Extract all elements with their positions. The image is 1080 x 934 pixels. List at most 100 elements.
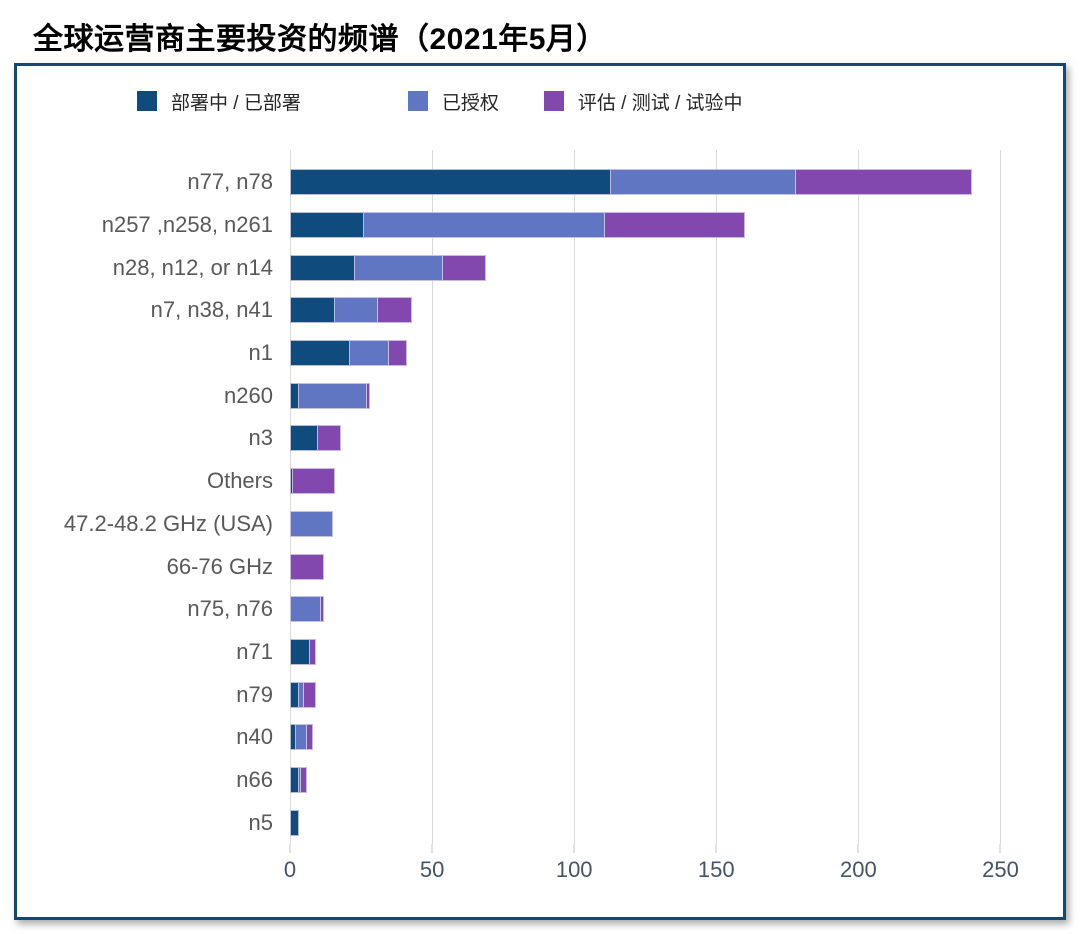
bar-track xyxy=(290,254,1063,281)
bar-track xyxy=(290,212,1063,239)
bar-track xyxy=(290,638,1063,665)
bar-segment xyxy=(290,212,364,239)
chart-row: n77, n78 xyxy=(17,161,1063,204)
axis-tick-label: 150 xyxy=(697,857,735,882)
axis-tick-label: 50 xyxy=(419,857,445,882)
gridline xyxy=(1000,150,1002,844)
bar-segment xyxy=(298,681,305,708)
bar-track xyxy=(290,382,1063,409)
legend-swatch-icon xyxy=(543,91,564,111)
chart-row: n28, n12, or n14 xyxy=(17,246,1063,289)
bar-segment xyxy=(298,766,302,793)
bar-segment xyxy=(290,553,325,580)
bar-segment xyxy=(290,254,356,281)
chart-row: 66-76 GHz xyxy=(17,545,1063,588)
axis-tick-label: 0 xyxy=(283,857,297,882)
gridline xyxy=(432,150,434,844)
bar-segment xyxy=(290,425,319,452)
category-label: Others xyxy=(206,468,273,494)
bar-segment xyxy=(290,638,310,665)
chart-row: n71 xyxy=(17,631,1063,674)
legend-label: 已授权 xyxy=(441,92,499,114)
bar-segment xyxy=(298,382,367,409)
bar-segment xyxy=(290,382,299,409)
category-label: n79 xyxy=(236,681,273,707)
chart-row: n1 xyxy=(17,332,1063,375)
legend-label: 部署中 / 已部署 xyxy=(171,92,301,114)
bar-segment xyxy=(349,340,390,367)
category-label: n5 xyxy=(248,809,273,835)
category-label: n7, n38, n41 xyxy=(150,297,273,323)
category-label: n3 xyxy=(248,425,273,451)
chart-row: 47.2-48.2 GHz (USA) xyxy=(17,503,1063,546)
bar-segment xyxy=(290,724,296,751)
x-axis: 0 50 100 150 200 250 xyxy=(284,844,1063,890)
gridline xyxy=(290,150,291,844)
category-label: n260 xyxy=(224,382,273,408)
bar-segment xyxy=(335,297,379,324)
axis-tick-label: 200 xyxy=(840,857,877,882)
chart-frame: 部署中 / 已部署 已授权 评估 / 测试 / 试验中 n77, n78 n257 ,… xyxy=(14,63,1066,920)
bar-track xyxy=(290,169,1063,196)
chart-row: n257 ,n258, n261 xyxy=(17,204,1063,247)
category-label: n66 xyxy=(236,766,273,792)
bar-segment xyxy=(290,766,299,793)
bar-segment xyxy=(321,596,325,623)
bar-segment xyxy=(389,340,407,367)
bar-track xyxy=(290,468,1063,495)
axis-tick-label: 100 xyxy=(555,857,593,882)
category-label: n77, n78 xyxy=(187,169,273,195)
chart-row: n7, n38, n41 xyxy=(17,289,1063,332)
axis-tick xyxy=(573,844,575,853)
bar-segment xyxy=(307,724,313,751)
axis-tick xyxy=(999,844,1001,853)
category-label: n28, n12, or n14 xyxy=(112,254,273,280)
axis-tick xyxy=(431,844,433,853)
category-label: n40 xyxy=(236,724,273,750)
category-label: n71 xyxy=(236,638,273,664)
gridline xyxy=(858,150,860,844)
bar-segment xyxy=(290,809,299,836)
bar-track xyxy=(290,766,1063,793)
gridline xyxy=(716,150,718,844)
bar-segment xyxy=(295,724,308,751)
bar-track xyxy=(290,724,1063,751)
bar-segment xyxy=(290,297,336,324)
bar-track xyxy=(290,510,1063,537)
chart-plot-area: n77, n78 n257 ,n258, n261 n28, n12, or n14… xyxy=(17,150,1063,844)
bar-segment xyxy=(611,169,796,196)
bar-track xyxy=(290,681,1063,708)
bar-segment xyxy=(290,468,293,495)
bar-segment xyxy=(290,169,612,196)
category-label: 66-76 GHz xyxy=(166,553,273,579)
legend-label: 评估 / 测试 / 试验中 xyxy=(577,92,743,114)
bar-segment xyxy=(443,254,487,281)
bar-segment xyxy=(795,169,973,196)
chart-row: n3 xyxy=(17,417,1063,460)
bar-segment xyxy=(290,596,322,623)
chart-row: n260 xyxy=(17,374,1063,417)
bar-segment xyxy=(363,212,606,239)
category-label: n1 xyxy=(248,340,273,366)
bar-segment xyxy=(366,382,370,409)
page-title: 全球运营商主要投资的频谱（2021年5月） xyxy=(33,23,607,56)
chart-row: n66 xyxy=(17,759,1063,802)
bar-segment xyxy=(290,340,350,367)
bar-segment xyxy=(318,425,342,452)
legend: 部署中 / 已部署 已授权 评估 / 测试 / 试验中 xyxy=(17,66,1063,136)
bar-segment xyxy=(292,468,336,495)
grid-layer xyxy=(290,150,1063,844)
axis-tick xyxy=(857,844,859,853)
chart-row: n75, n76 xyxy=(17,588,1063,631)
bar-segment xyxy=(301,766,308,793)
bar-segment xyxy=(309,638,316,665)
bar-rows: n77, n78 n257 ,n258, n261 n28, n12, or n14… xyxy=(17,150,1063,844)
bar-segment xyxy=(355,254,444,281)
legend-item: 评估 / 测试 / 试验中 xyxy=(543,88,743,115)
chart-row: n79 xyxy=(17,673,1063,716)
bar-track xyxy=(290,553,1063,580)
bar-segment xyxy=(378,297,413,324)
bar-segment xyxy=(605,212,745,239)
bar-track xyxy=(290,596,1063,623)
legend-swatch-icon xyxy=(407,91,428,111)
